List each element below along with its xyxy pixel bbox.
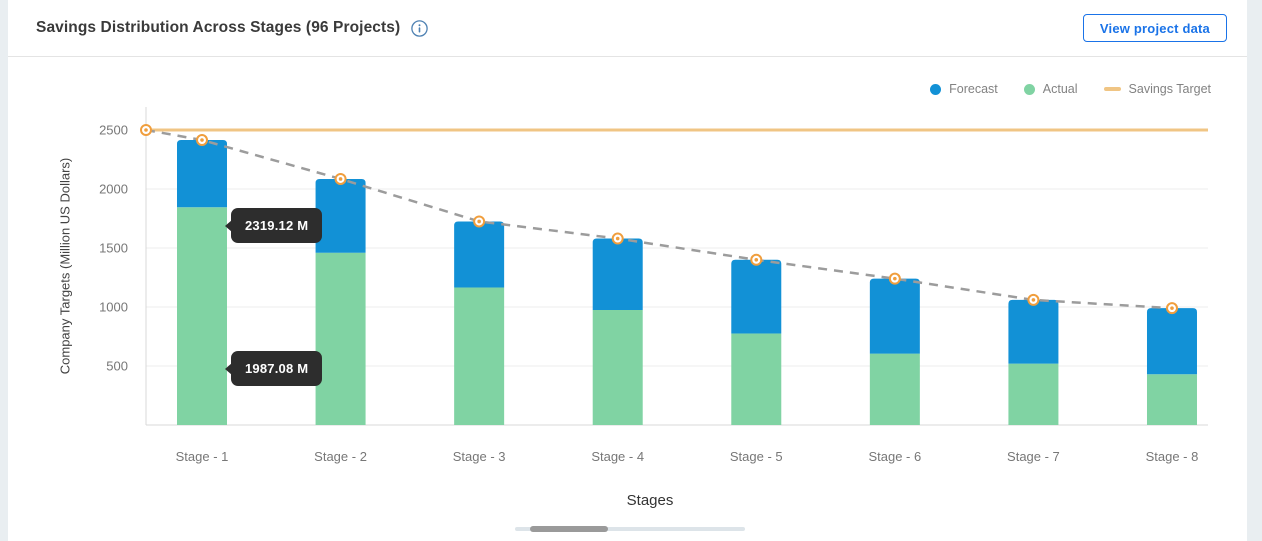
value-tooltip: 1987.08 M (231, 351, 323, 386)
x-category-label: Stage - 5 (730, 449, 783, 464)
y-tick-label: 2500 (99, 123, 128, 138)
x-category-label: Stage - 1 (176, 449, 229, 464)
actual-swatch-icon (1023, 83, 1035, 95)
card-header: Savings Distribution Across Stages (96 P… (8, 0, 1247, 57)
bar-actual-4[interactable] (592, 309, 643, 425)
tooltip-value: 2319.12 M (245, 218, 309, 233)
bar-forecast-4[interactable] (592, 238, 643, 310)
trend-marker-dot-4 (615, 236, 620, 241)
x-category-label: Stage - 6 (868, 449, 921, 464)
info-icon[interactable] (411, 19, 429, 37)
horizontal-scrollbar-thumb[interactable] (530, 526, 608, 532)
bar-actual-5[interactable] (731, 333, 782, 425)
bar-actual-1[interactable] (177, 207, 227, 425)
horizontal-scrollbar-track[interactable] (515, 526, 745, 532)
bar-forecast-3[interactable] (454, 221, 505, 288)
x-category-label: Stage - 4 (591, 449, 644, 464)
bar-actual-8[interactable] (1146, 374, 1197, 425)
legend-label: Actual (1042, 82, 1078, 96)
trend-marker-dot-5 (754, 258, 759, 262)
trend-marker-dot-6 (893, 276, 897, 281)
legend-label: Savings Target (1128, 82, 1211, 96)
bar-actual-2[interactable] (315, 252, 366, 425)
x-axis-title: Stages (626, 492, 674, 509)
bar-forecast-5[interactable] (731, 259, 782, 334)
chart-card: Savings Distribution Across Stages (96 P… (8, 0, 1247, 541)
x-category-label: Stage - 8 (1146, 449, 1199, 464)
trend-marker-dot-3 (477, 219, 481, 224)
chart-plot-area: 500 1000 1500 2000 2500 Stage - 1 Stage - 2 Sta… (99, 107, 1208, 464)
y-tick-label: 1000 (99, 300, 128, 315)
y-tick-label: 500 (106, 359, 128, 374)
x-category-label: Stage - 2 (314, 449, 367, 464)
y-tick-label: 1500 (99, 241, 128, 256)
trend-marker-dot-0 (144, 128, 148, 132)
chart-legend: Forecast Actual Savings Target (930, 81, 1211, 97)
legend-item-actual[interactable]: Actual (1023, 82, 1078, 96)
page-title: Savings Distribution Across Stages (96 P… (36, 19, 401, 36)
legend-item-savings-target[interactable]: Savings Target (1103, 82, 1211, 96)
x-category-label: Stage - 3 (453, 449, 506, 464)
view-project-data-button[interactable]: View project data (1082, 14, 1227, 42)
bar-forecast-6[interactable] (869, 278, 920, 354)
bar-forecast-7[interactable] (1008, 299, 1059, 364)
bar-forecast-1[interactable] (177, 140, 227, 208)
bar-forecast-8[interactable] (1146, 308, 1197, 375)
trend-marker-dot-2 (338, 177, 343, 181)
tooltip-value: 1987.08 M (245, 361, 309, 376)
bar-forecast-2[interactable] (315, 178, 366, 253)
x-category-label: Stage - 7 (1007, 449, 1060, 464)
trend-marker-dot-7 (1031, 298, 1036, 302)
bar-actual-6[interactable] (869, 353, 920, 425)
value-tooltip: 2319.12 M (231, 208, 323, 243)
legend-label: Forecast (949, 82, 998, 96)
legend-item-forecast[interactable]: Forecast (930, 82, 998, 96)
y-tick-label: 2000 (99, 182, 128, 197)
trend-marker-dot-8 (1170, 306, 1174, 310)
trend-marker-dot-1 (200, 138, 204, 142)
forecast-swatch-icon (930, 83, 942, 95)
bar-actual-7[interactable] (1008, 363, 1059, 425)
savings-target-swatch-icon (1103, 87, 1121, 91)
bar-actual-3[interactable] (454, 287, 505, 425)
